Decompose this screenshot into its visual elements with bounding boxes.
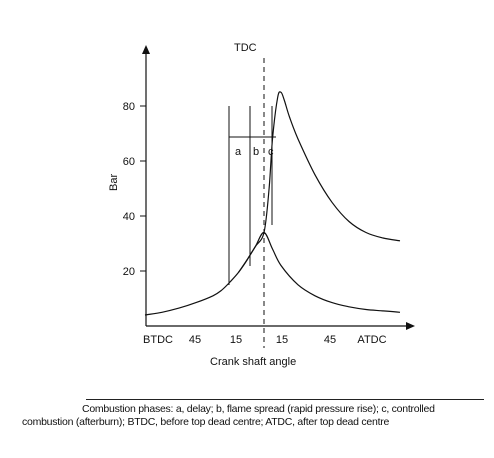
x-axis-label: Crank shaft angle <box>210 356 296 368</box>
y-axis-label: Bar <box>108 174 120 191</box>
pressure-crank-angle-chart: 20 40 60 80 BTDC 45 15 15 45 ATDC TDC Crank shaf… <box>108 42 415 368</box>
x-axis-arrow <box>406 322 415 330</box>
motoring-pressure-curve <box>144 231 401 316</box>
firing-pressure-curve <box>238 91 401 273</box>
y-axis-arrow <box>142 45 150 54</box>
y-tick-label: 80 <box>123 101 135 113</box>
phase-label-b: b <box>253 146 259 158</box>
x-ticks: BTDC 45 15 15 45 ATDC <box>143 334 387 346</box>
caption-rule <box>86 399 484 400</box>
x-tick-label: ATDC <box>357 334 386 346</box>
tdc-label: TDC <box>234 42 257 54</box>
x-tick-label: 45 <box>324 334 336 346</box>
x-tick-label: 15 <box>230 334 242 346</box>
x-tick-label: 45 <box>189 334 201 346</box>
x-tick-label: BTDC <box>143 334 173 346</box>
y-tick-label: 60 <box>123 156 135 168</box>
figure-caption: Combustion phases: a, delay; b, flame sp… <box>22 403 435 428</box>
phase-label-a: a <box>235 146 242 158</box>
y-tick-label: 20 <box>123 266 135 278</box>
y-tick-label: 40 <box>123 211 135 223</box>
y-ticks: 20 40 60 80 <box>123 101 146 278</box>
x-tick-label: 15 <box>276 334 288 346</box>
